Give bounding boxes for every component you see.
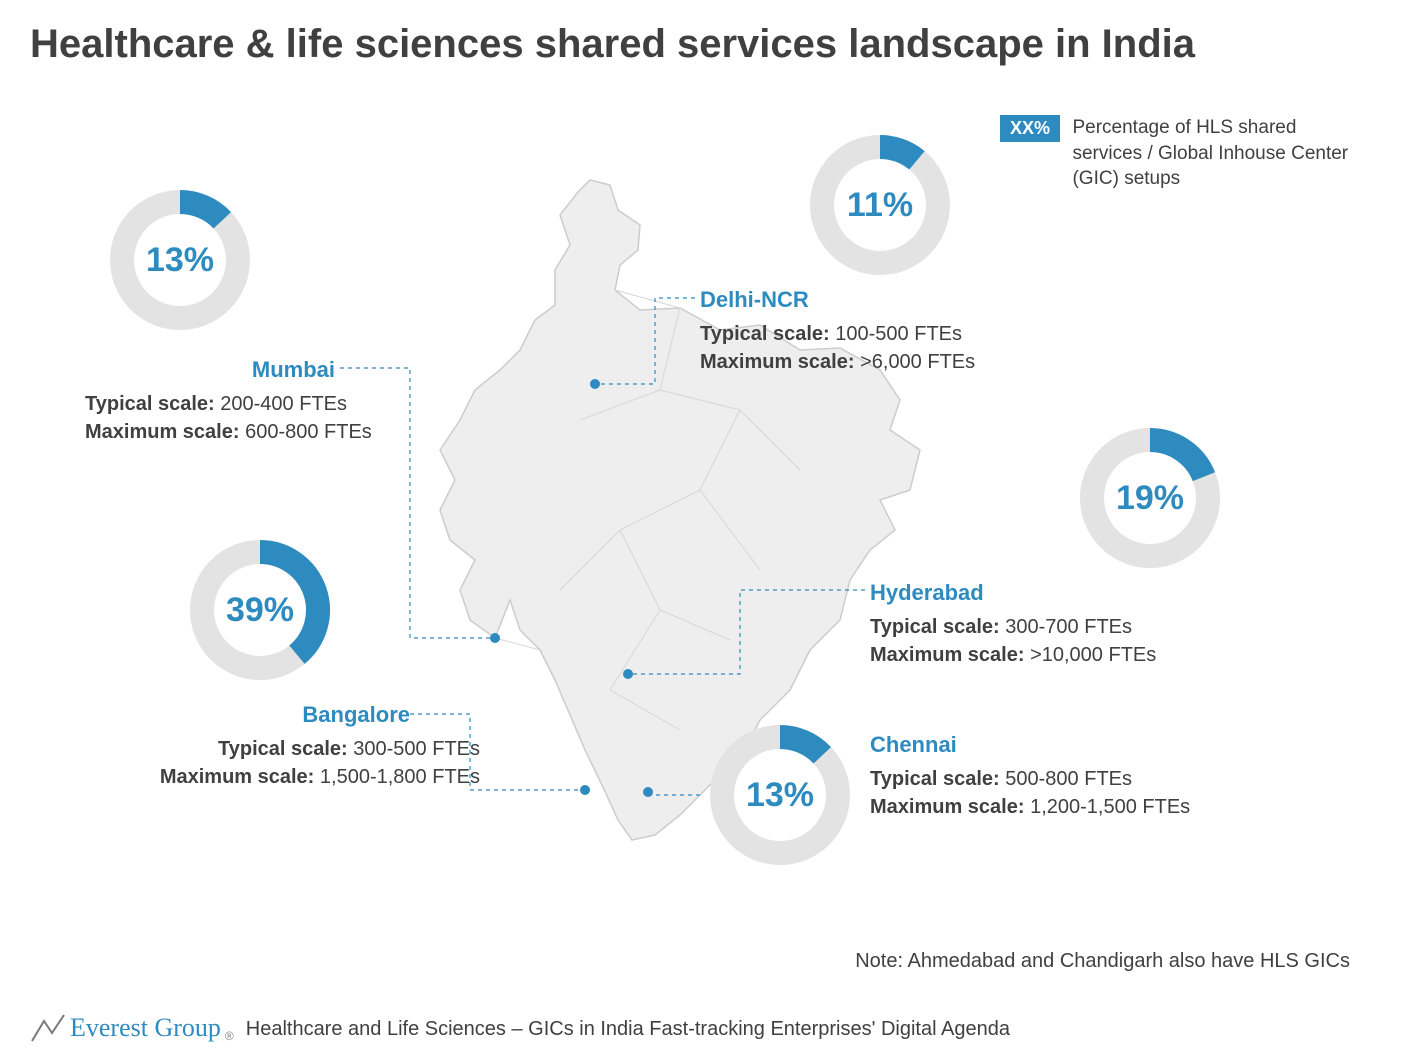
city-bangalore-name: Bangalore xyxy=(140,700,480,731)
city-chennai: Chennai Typical scale: 500-800 FTEs Maxi… xyxy=(870,730,1250,821)
city-mumbai: Mumbai Typical scale: 200-400 FTEs Maxim… xyxy=(85,355,425,446)
reg-mark: ® xyxy=(225,1029,234,1043)
footer-note: Note: Ahmedabad and Chandigarh also have… xyxy=(855,950,1350,973)
page-title: Healthcare & life sciences shared servic… xyxy=(30,22,1195,67)
footer-logo: Everest Group ® xyxy=(30,1013,234,1043)
logo-peak-icon xyxy=(30,1013,66,1043)
map-canvas: XX% Percentage of HLS shared services / … xyxy=(0,100,1410,970)
city-delhi: Delhi-NCR Typical scale: 100-500 FTEs Ma… xyxy=(700,285,1060,376)
donut-hyderabad-percent: 19% xyxy=(1070,418,1230,578)
city-chennai-name: Chennai xyxy=(870,730,1250,761)
city-hyderabad-name: Hyderabad xyxy=(870,578,1250,609)
city-mumbai-name: Mumbai xyxy=(85,355,425,386)
donut-mumbai-percent: 13% xyxy=(100,180,260,340)
legend-badge: XX% xyxy=(1000,115,1060,142)
footer: Everest Group ® Healthcare and Life Scien… xyxy=(30,1013,1010,1043)
city-delhi-name: Delhi-NCR xyxy=(700,285,1060,316)
footer-subtitle: Healthcare and Life Sciences – GICs in I… xyxy=(246,1018,1010,1041)
donut-delhi-percent: 11% xyxy=(800,125,960,285)
donut-hyderabad: 19% xyxy=(1070,418,1230,578)
legend: XX% Percentage of HLS shared services / … xyxy=(1000,115,1370,192)
footer-brand: Everest Group xyxy=(70,1013,221,1043)
city-hyderabad: Hyderabad Typical scale: 300-700 FTEs Ma… xyxy=(870,578,1250,669)
donut-delhi: 11% xyxy=(800,125,960,285)
city-bangalore: Bangalore Typical scale: 300-500 FTEs Ma… xyxy=(140,700,480,791)
donut-mumbai: 13% xyxy=(100,180,260,340)
donut-bangalore-percent: 39% xyxy=(180,530,340,690)
donut-chennai-percent: 13% xyxy=(700,715,860,875)
donut-chennai: 13% xyxy=(700,715,860,875)
legend-text: Percentage of HLS shared services / Glob… xyxy=(1072,115,1362,192)
donut-bangalore: 39% xyxy=(180,530,340,690)
